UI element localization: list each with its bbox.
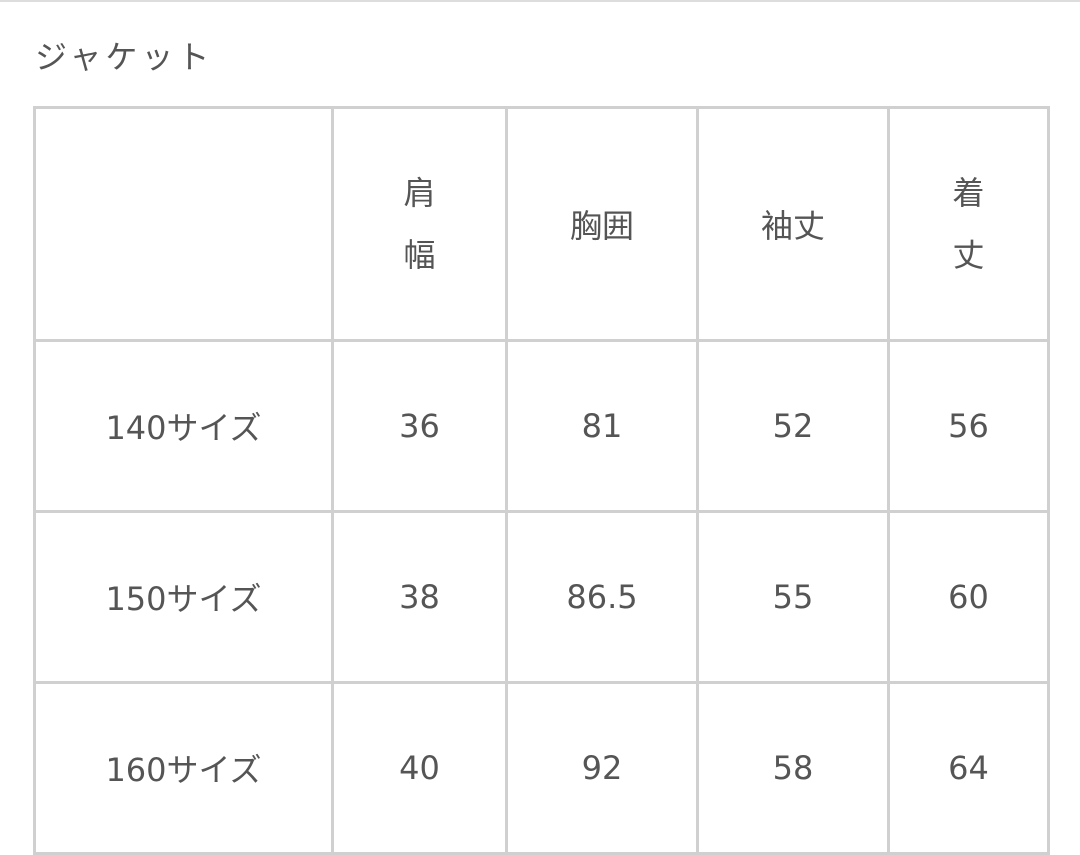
size-table: 肩幅 胸囲 袖丈 着丈 140サイズ 36 81 52 56 150サイズ 38… xyxy=(33,106,1050,855)
header-cell-length: 着丈 xyxy=(887,106,1050,342)
top-divider xyxy=(0,0,1080,2)
table-row: 140サイズ 36 81 52 56 xyxy=(33,339,1050,513)
table-row: 150サイズ 38 86.5 55 60 xyxy=(33,510,1050,684)
cell: 92 xyxy=(505,681,699,855)
cell: 86.5 xyxy=(505,510,699,684)
header-cell-chest: 胸囲 xyxy=(505,106,699,342)
header-cell-empty xyxy=(33,106,334,342)
table-header-row: 肩幅 胸囲 袖丈 着丈 xyxy=(33,106,1050,342)
size-label: 160サイズ xyxy=(33,681,334,855)
cell: 60 xyxy=(887,510,1050,684)
cell: 58 xyxy=(696,681,890,855)
header-cell-sleeve: 袖丈 xyxy=(696,106,890,342)
size-label: 140サイズ xyxy=(33,339,334,513)
cell: 56 xyxy=(887,339,1050,513)
cell: 81 xyxy=(505,339,699,513)
cell: 40 xyxy=(331,681,508,855)
cell: 38 xyxy=(331,510,508,684)
section-title: ジャケット xyxy=(35,38,214,76)
table-row: 160サイズ 40 92 58 64 xyxy=(33,681,1050,855)
cell: 36 xyxy=(331,339,508,513)
header-cell-shoulder: 肩幅 xyxy=(331,106,508,342)
cell: 55 xyxy=(696,510,890,684)
cell: 64 xyxy=(887,681,1050,855)
cell: 52 xyxy=(696,339,890,513)
size-label: 150サイズ xyxy=(33,510,334,684)
